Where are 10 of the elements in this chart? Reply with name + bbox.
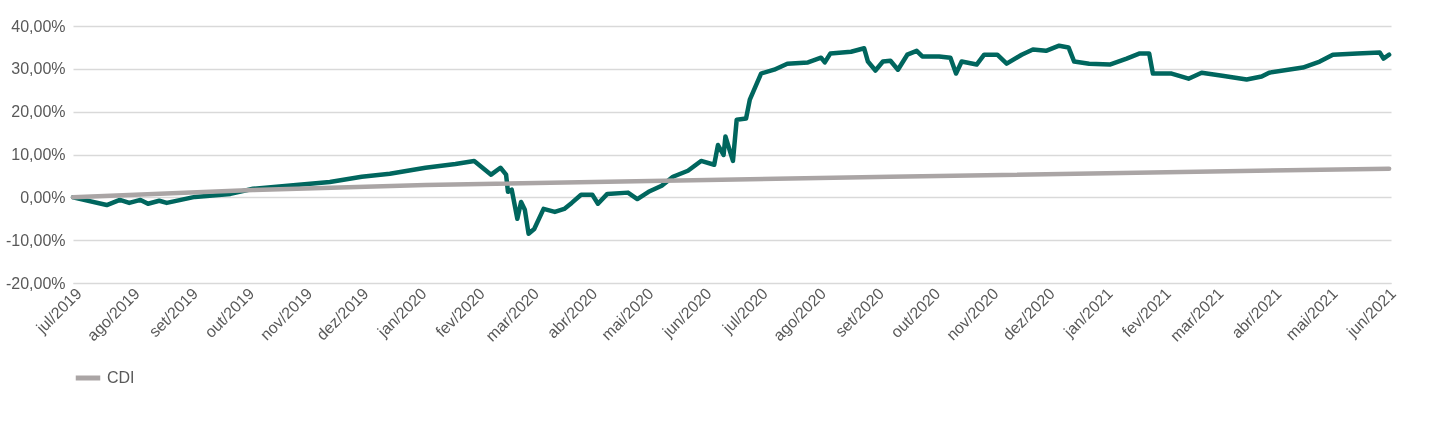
y-tick-label: -20,00% xyxy=(5,274,66,292)
y-tick-label: 40,00% xyxy=(11,17,66,35)
y-tick-label: 20,00% xyxy=(11,103,66,121)
line-series xyxy=(70,43,1392,236)
legend-label: CDI xyxy=(107,369,135,386)
y-tick-label: 30,00% xyxy=(11,60,66,78)
line-series xyxy=(70,166,1392,200)
y-tick-label: 10,00% xyxy=(11,146,66,163)
y-tick-label: -10,00% xyxy=(5,231,66,249)
y-tick-label: 0,00% xyxy=(20,188,66,206)
